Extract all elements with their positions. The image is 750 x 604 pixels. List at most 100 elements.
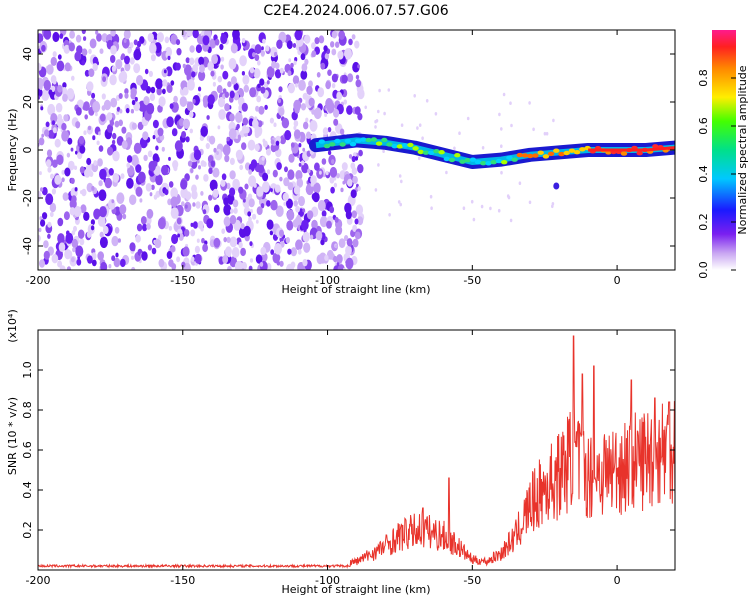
noise-speckle [182,86,189,96]
noise-speckle [354,40,360,49]
noise-speckle [351,155,356,163]
noise-speckle [303,242,311,253]
noise-speckle [199,135,204,142]
noise-speckle [84,69,90,77]
noise-speckle [257,60,261,66]
noise-speckle [137,171,146,183]
noise-speckle [335,225,343,236]
signal-blob [323,143,331,149]
noise-speckle [189,111,194,118]
noise-speckle [319,170,322,175]
noise-speckle [156,87,162,96]
noise-speckle [341,162,348,171]
noise-speckle [51,188,57,195]
noise-speckle [181,30,187,38]
noise-speckle [75,107,82,116]
noise-speckle [200,191,204,196]
noise-speckle [265,45,270,52]
noise-speckle [208,194,213,201]
noise-speckle [82,104,87,111]
noise-speckle [167,55,171,61]
noise-speckle [293,129,301,140]
noise-speckle [186,101,194,111]
noise-speckle [315,230,323,241]
noise-speckle [219,43,224,51]
noise-speckle [221,228,226,234]
noise-speckle [103,225,109,235]
noise-speckle [169,103,174,109]
noise-speckle [150,54,156,62]
noise-speckle [307,168,311,174]
x-tick-label: -150 [170,274,195,287]
sparse-speckle [382,149,385,153]
noise-speckle [317,87,325,98]
sparse-speckle [481,146,485,150]
noise-speckle [106,124,114,133]
noise-speckle [92,63,98,72]
sparse-speckle [500,127,503,131]
noise-speckle [155,78,163,90]
noise-speckle [92,56,99,65]
noise-speckle [126,155,133,163]
noise-speckle [233,83,239,91]
noise-speckle [270,143,277,153]
noise-speckle [286,40,293,50]
noise-speckle [177,233,181,238]
noise-speckle [111,65,116,72]
noise-speckle [209,135,216,145]
noise-speckle [292,75,300,85]
noise-speckle [88,68,95,77]
noise-speckle [59,33,64,39]
noise-speckle [302,147,306,152]
noise-speckle [47,166,52,173]
noise-speckle [120,173,125,180]
signal-track-core [588,146,675,152]
noise-speckle [337,50,344,60]
noise-speckle [295,83,298,88]
noise-speckle [61,177,65,183]
noise-speckle [313,107,322,120]
noise-speckle [221,173,227,181]
noise-speckle [212,81,216,87]
noise-speckle [122,213,127,220]
noise-speckle [124,62,131,72]
noise-speckle [330,186,335,194]
noise-speckle [276,39,283,49]
noise-speckle [301,63,308,72]
noise-speckle [202,161,207,168]
noise-speckle [355,156,358,161]
noise-speckle [266,148,271,156]
noise-speckle [305,117,309,123]
noise-speckle [302,231,310,243]
noise-speckle [347,178,353,187]
noise-speckle [149,192,153,197]
noise-speckle [302,258,308,267]
noise-speckle [260,203,265,209]
noise-speckle [189,128,193,134]
sparse-speckle [400,123,404,127]
noise-speckle [329,206,335,214]
noise-speckle [64,62,71,72]
colorbar-tick-label: 0.8 [697,69,710,87]
noise-speckle [293,60,297,66]
noise-speckle [101,93,106,100]
noise-speckle [198,70,206,82]
noise-speckle [143,154,148,162]
noise-speckle [254,131,260,139]
noise-speckle [192,221,198,229]
noise-speckle [202,243,209,253]
sparse-speckle [502,92,506,97]
noise-speckle [338,238,346,249]
noise-speckle [86,182,94,193]
noise-speckle [192,30,199,39]
noise-speckle [199,64,205,73]
noise-speckle [99,236,108,248]
signal-blob [381,137,388,143]
noise-speckle [261,156,265,161]
noise-speckle [279,260,284,267]
noise-speckle [50,173,54,180]
noise-speckle [119,70,128,82]
noise-speckle [111,139,116,145]
noise-speckle [284,130,292,141]
